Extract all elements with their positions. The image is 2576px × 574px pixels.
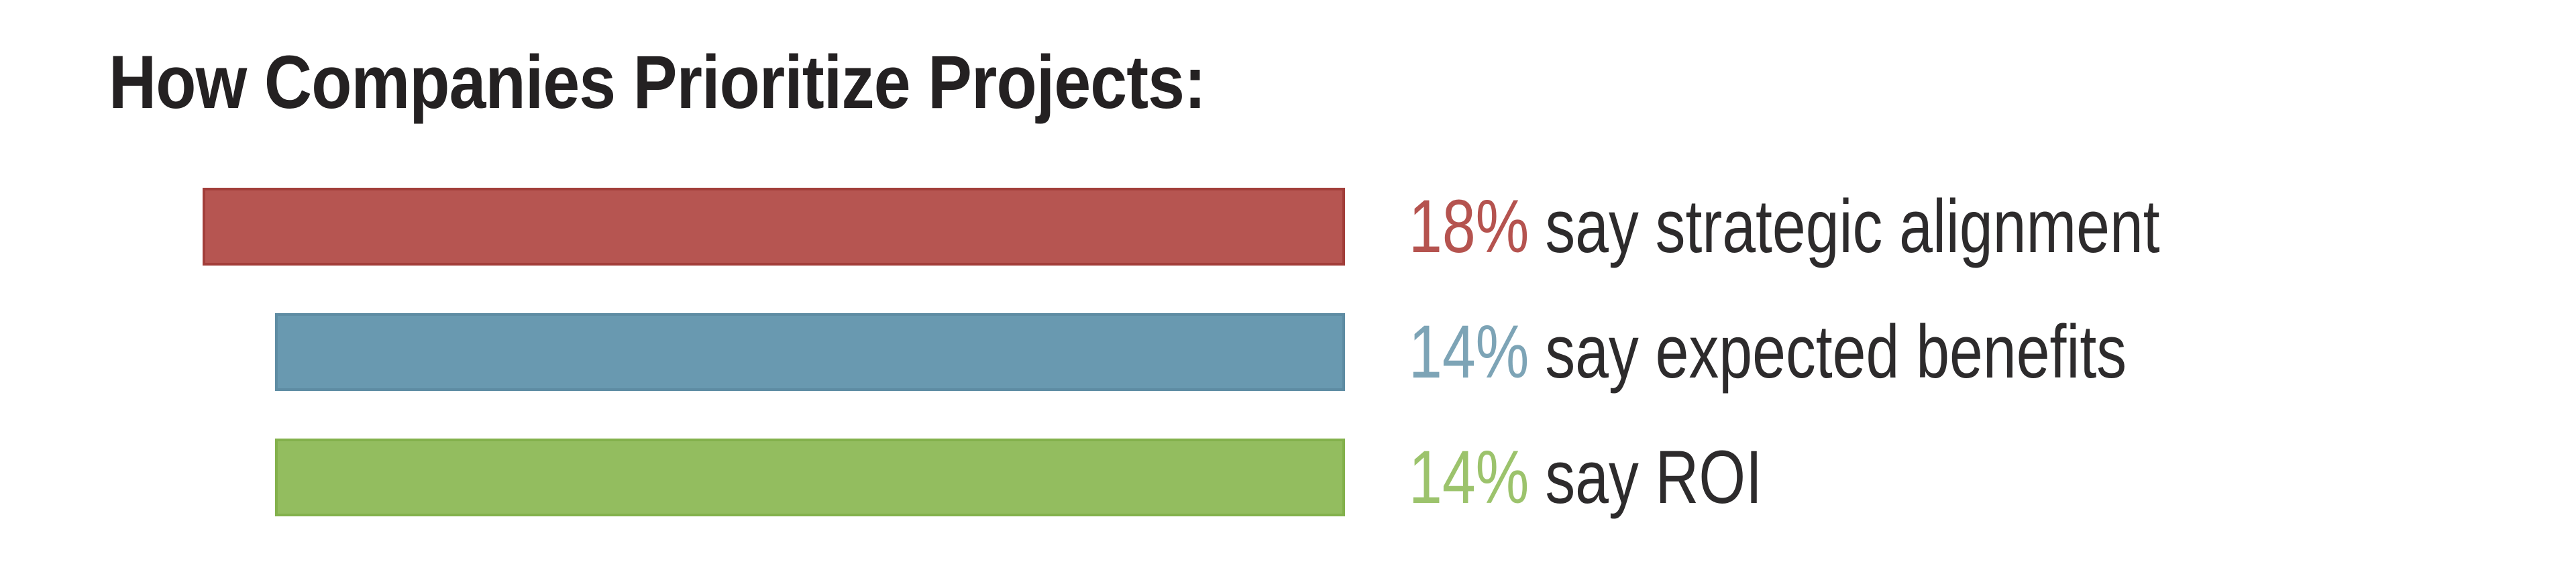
bar-label-text-wrap: 18% say strategic alignment (1409, 189, 2160, 264)
bar-row: 18% say strategic alignment (0, 188, 2576, 266)
bar-row: 14% say ROI (0, 439, 2576, 516)
bar-category-text: say ROI (1545, 435, 1762, 519)
bar-value: 18% (1409, 184, 1529, 268)
bar (203, 188, 1345, 266)
bar-row: 14% say expected benefits (0, 313, 2576, 391)
bar (275, 439, 1345, 516)
bar-category-text: say strategic alignment (1545, 184, 2160, 268)
bar-label: 14% say ROI (1409, 440, 1851, 515)
bar-label: 14% say expected benefits (1409, 314, 2306, 390)
bar (275, 313, 1345, 391)
bar-value: 14% (1409, 310, 1529, 394)
bar-category-text: say expected benefits (1545, 310, 2127, 394)
chart-title: How Companies Prioritize Projects: (109, 40, 1206, 124)
bar-label-text-wrap: 14% say expected benefits (1409, 314, 2127, 390)
bar-label: 18% say strategic alignment (1409, 189, 2348, 264)
bar-value: 14% (1409, 435, 1529, 519)
bar-label-text-wrap: 14% say ROI (1409, 440, 1762, 515)
